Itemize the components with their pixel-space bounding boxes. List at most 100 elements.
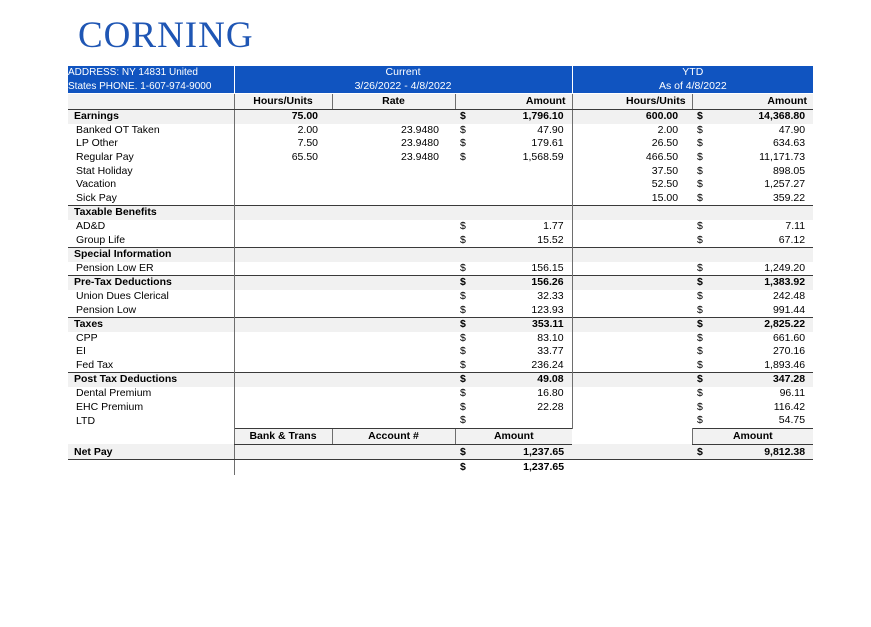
netpay-currency: $ xyxy=(455,444,475,461)
cell-ytd_cur: $ xyxy=(697,289,703,302)
cell-rate xyxy=(332,220,455,234)
cell-ytd_amount: 11,171.73 xyxy=(759,150,806,163)
cell-cur: $ xyxy=(460,289,466,302)
cell-ytd_cur: $ xyxy=(697,178,703,191)
netpay-label: Net Pay xyxy=(68,444,234,461)
cell-rate xyxy=(332,109,455,124)
cell-amount: 353.11 xyxy=(475,317,573,332)
cell-label: Group Life xyxy=(76,233,126,246)
netpay-deposit-row: $ 1,237.65 xyxy=(68,459,814,475)
cell-cur: $ xyxy=(460,331,466,344)
cell-ytd_hours xyxy=(571,289,693,304)
cell-hours: 2.00 xyxy=(233,123,332,138)
cell-ytd_amount: 47.90 xyxy=(778,123,806,136)
netpay-header-row: Bank & Trans Account # Amount Amount xyxy=(68,427,814,445)
cell-hours xyxy=(233,219,332,234)
cell-amount: 1.77 xyxy=(543,219,564,232)
cell-rate xyxy=(332,178,455,192)
cell-amount: 32.33 xyxy=(537,289,564,302)
table-row: Vacation 52.50 $1,257.27 xyxy=(68,178,813,192)
cell-ytd_amount: 54.75 xyxy=(778,414,806,427)
cell-label: Regular Pay xyxy=(76,150,134,163)
cell-ytd_cur xyxy=(692,205,713,220)
cell-hours xyxy=(233,400,332,415)
cell-ytd_cur: $ xyxy=(697,358,703,371)
section-header-row: Pre-Tax Deductions $156.26 $1,383.92 xyxy=(68,275,814,290)
cell-cur xyxy=(455,192,475,206)
cell-amount xyxy=(475,414,572,428)
cell-ytd_cur xyxy=(692,247,713,262)
table-row: Pension Low $123.93 $991.44 xyxy=(68,303,813,318)
cell-ytd_cur: $ xyxy=(697,123,703,136)
cell-label: Taxable Benefits xyxy=(68,205,234,220)
cell-ytd_hours: 52.50 xyxy=(571,178,693,192)
cell-amount: 179.61 xyxy=(531,137,564,150)
netpay-gap xyxy=(572,444,693,461)
cell-hours xyxy=(233,303,332,318)
col-hours-units: Hours/Units xyxy=(233,93,332,111)
col-rate: Rate xyxy=(331,93,455,111)
cell-label: Fed Tax xyxy=(76,358,114,371)
cell-rate xyxy=(332,345,455,359)
netpay-bank-trans xyxy=(233,444,332,461)
cell-rate xyxy=(332,247,455,262)
cell-cur xyxy=(455,178,475,192)
cell-rate xyxy=(332,275,455,290)
np-col-account: Account # xyxy=(331,427,455,445)
cell-rate xyxy=(332,205,455,220)
cell-ytd_amount: 347.28 xyxy=(712,372,814,388)
cell-rate xyxy=(332,401,455,415)
cell-label: Vacation xyxy=(76,178,117,191)
cell-amount xyxy=(475,192,572,206)
cell-cur: $ xyxy=(455,275,475,290)
cell-hours xyxy=(233,372,332,388)
cell-label: EI xyxy=(76,345,86,358)
cell-label: Pre-Tax Deductions xyxy=(68,275,234,290)
cell-amount: 1,568.59 xyxy=(522,150,564,163)
cell-ytd_amount: 242.48 xyxy=(772,289,806,302)
cell-ytd_hours xyxy=(571,219,693,234)
cell-label: LP Other xyxy=(76,137,118,150)
cell-ytd_cur: $ xyxy=(697,303,703,316)
cell-ytd_cur: $ xyxy=(692,109,713,124)
cell-ytd_amount: 661.60 xyxy=(772,331,806,344)
cell-ytd_amount: 898.05 xyxy=(772,164,806,177)
cell-rate xyxy=(332,290,455,304)
paystub-rows: Earnings 75.00 $1,796.10 600.00 $14,368.80 Ba… xyxy=(68,109,814,429)
cell-label: Dental Premium xyxy=(76,387,152,400)
cell-ytd_cur: $ xyxy=(697,331,703,344)
section-header-row: Special Information xyxy=(68,247,814,262)
cell-ytd_amount: 1,249.20 xyxy=(764,261,806,274)
cell-hours xyxy=(233,317,332,332)
cell-cur xyxy=(455,205,475,220)
address-line-2: States PHONE. 1-607-974-9000 xyxy=(68,80,212,92)
cell-rate: 23.9480 xyxy=(401,123,439,136)
cell-label: Pension Low ER xyxy=(76,261,154,274)
cell-amount xyxy=(475,165,572,179)
cell-amount: 83.10 xyxy=(537,331,564,344)
np-col-gap xyxy=(572,428,693,445)
cell-ytd_cur: $ xyxy=(697,387,703,400)
cell-ytd_hours xyxy=(571,414,693,429)
cell-ytd_cur: $ xyxy=(692,317,713,332)
cell-ytd_cur: $ xyxy=(697,414,703,427)
cell-amount: 47.90 xyxy=(537,123,564,136)
cell-ytd_hours xyxy=(571,387,693,401)
table-row: AD&D $1.77 $7.11 xyxy=(68,219,813,234)
table-row: LP Other 7.50 23.9480 $179.61 26.50 $634.63 xyxy=(68,137,813,151)
cell-ytd_hours: 466.50 xyxy=(571,150,693,165)
ytd-period: As of 4/8/2022 xyxy=(658,79,727,92)
cell-ytd_hours xyxy=(571,400,693,415)
netpay-row: Net Pay $ 1,237.65 $ 9,812.38 xyxy=(68,444,814,461)
np-col-bank-trans: Bank & Trans xyxy=(233,427,332,445)
cell-amount: 123.93 xyxy=(531,303,564,316)
col-ytd-amount: Amount xyxy=(712,93,814,111)
cell-hours xyxy=(233,345,332,359)
cell-amount: 156.15 xyxy=(531,261,564,274)
cell-label: Pension Low xyxy=(76,303,137,316)
cell-ytd_hours xyxy=(571,358,693,373)
cell-label: Banked OT Taken xyxy=(76,123,160,136)
cell-cur: $ xyxy=(460,150,466,163)
cell-ytd_hours xyxy=(571,205,693,220)
cell-label: CPP xyxy=(76,331,98,344)
